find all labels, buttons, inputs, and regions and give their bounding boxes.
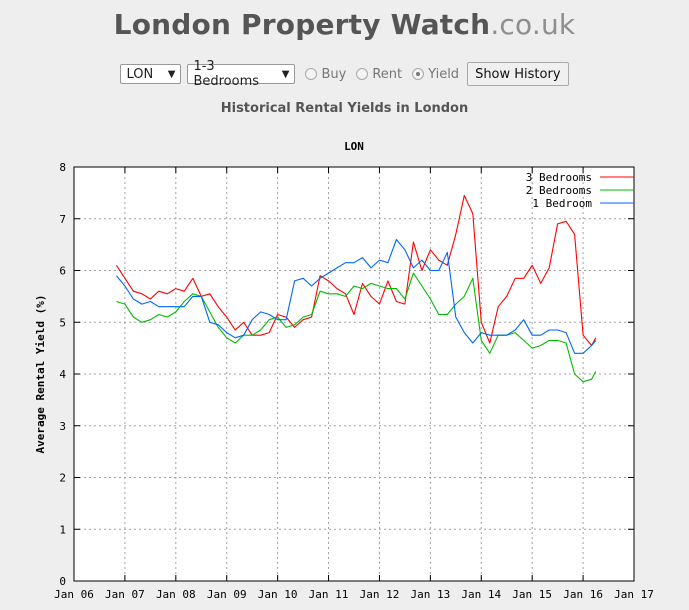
legend-label: 1 Bedroom (532, 197, 592, 210)
area-select-value: LON (126, 66, 154, 82)
y-axis-label: Average Rental Yield (%) (34, 295, 47, 454)
chevron-down-icon: ▼ (281, 68, 290, 80)
y-tick-label: 8 (59, 161, 66, 174)
radio-rent-label: Rent (372, 66, 403, 82)
legend-label: 3 Bedrooms (526, 171, 592, 184)
x-tick-label: Jan 13 (410, 588, 450, 601)
area-select[interactable]: LON ▼ (120, 64, 182, 84)
y-tick-label: 5 (59, 316, 66, 329)
bedrooms-select[interactable]: 1-3 Bedrooms ▼ (187, 59, 296, 89)
bedrooms-select-value: 1-3 Bedrooms (193, 59, 260, 89)
x-tick-label: Jan 17 (614, 588, 654, 601)
x-tick-label: Jan 16 (563, 588, 603, 601)
x-tick-label: Jan 10 (258, 588, 298, 601)
radio-rent[interactable]: Rent (356, 67, 402, 82)
x-tick-label: Jan 07 (105, 588, 145, 601)
radio-yield-label: Yield (428, 66, 460, 82)
site-title-tld: .co.uk (490, 8, 576, 41)
series-line-3-bedrooms (115, 194, 597, 347)
legend-label: 2 Bedrooms (526, 184, 592, 197)
y-tick-label: 1 (59, 523, 66, 536)
x-tick-label: Jan 08 (156, 588, 196, 601)
series-line-2-bedrooms (116, 272, 597, 383)
chart-heading: Historical Rental Yields in London (220, 101, 469, 116)
y-tick-label: 6 (59, 265, 66, 278)
site-title-main: London Property Watch (113, 8, 491, 41)
controls-bar: LON ▼ 1-3 Bedrooms ▼ Buy Rent Yield Show… (0, 59, 689, 89)
radio-buy-icon[interactable] (305, 68, 318, 80)
radio-yield[interactable]: Yield (412, 67, 459, 82)
y-tick-label: 7 (59, 213, 66, 226)
site-title[interactable]: London Property Watch.co.uk (0, 8, 689, 41)
x-tick-label: Jan 09 (207, 588, 247, 601)
radio-buy-label: Buy (321, 66, 347, 82)
y-tick-label: 0 (59, 575, 66, 588)
x-tick-label: Jan 12 (360, 588, 400, 601)
x-tick-label: Jan 11 (309, 588, 349, 601)
chart-title: LON (344, 140, 364, 153)
show-history-button[interactable]: Show History (467, 62, 569, 86)
x-tick-label: Jan 06 (54, 588, 94, 601)
plot-border (73, 166, 635, 582)
radio-buy[interactable]: Buy (305, 67, 346, 82)
x-tick-label: Jan 14 (461, 588, 501, 601)
series-line-1-bedroom (115, 238, 597, 354)
y-tick-label: 2 (59, 472, 66, 485)
chevron-down-icon: ▼ (167, 68, 176, 80)
radio-rent-icon[interactable] (356, 68, 369, 80)
radio-yield-icon[interactable] (412, 68, 425, 80)
y-tick-label: 3 (59, 420, 66, 433)
x-tick-label: Jan 15 (512, 588, 552, 601)
y-tick-label: 4 (59, 368, 66, 381)
